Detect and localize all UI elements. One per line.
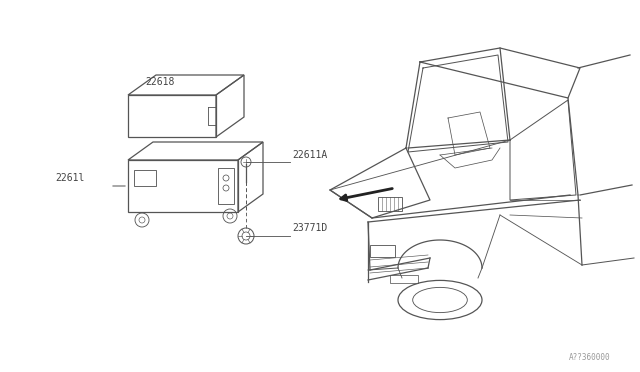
Text: 22618: 22618 <box>145 77 174 87</box>
Bar <box>370 245 395 257</box>
Text: 23771D: 23771D <box>292 223 327 233</box>
Bar <box>218 168 234 204</box>
Bar <box>134 170 156 186</box>
Text: 22611A: 22611A <box>292 150 327 160</box>
Text: A??360000: A??360000 <box>568 353 610 362</box>
Text: 2261l: 2261l <box>55 173 84 183</box>
Bar <box>390 275 418 283</box>
Bar <box>378 197 402 211</box>
